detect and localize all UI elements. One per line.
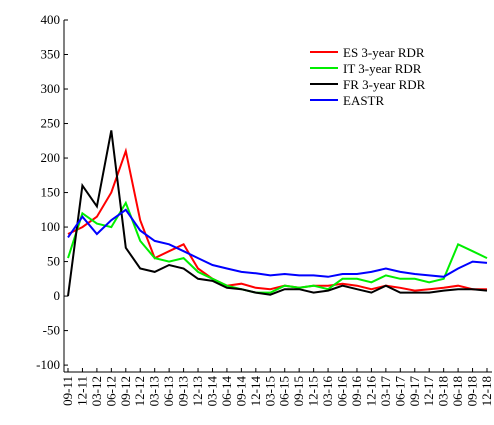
x-tick-label: 12-11 [74,376,89,406]
x-tick-label: 12-17 [421,376,436,407]
legend-label: IT 3-year RDR [343,61,422,76]
x-tick-label: 09-13 [176,376,191,406]
line-series [67,200,488,294]
line-series [67,208,488,278]
x-tick-label: 06-13 [161,376,176,406]
x-tick-label: 12-12 [132,376,147,406]
x-tick-label: 09-14 [233,376,248,407]
x-tick-label: 12-18 [479,376,494,406]
x-tick-label: 12-13 [190,376,205,406]
y-tick-label: -100 [36,357,60,372]
legend-label: FR 3-year RDR [343,77,426,92]
line-series [67,130,488,297]
line-series [67,147,487,292]
x-tick-label: 12-16 [363,376,378,407]
x-tick-label: 06-14 [219,376,234,407]
legend-label: EASTR [343,93,385,108]
x-tick-label: 03-14 [204,376,219,407]
x-tick-label: 03-17 [378,376,393,407]
x-tick-label: 06-18 [450,376,465,406]
x-tick-label: 03-18 [436,376,451,406]
y-tick-label: 0 [54,288,61,303]
y-tick-label: 100 [41,219,61,234]
y-tick-label: 150 [41,185,61,200]
y-tick-label: 300 [41,81,61,96]
x-tick-label: 03-12 [89,376,104,406]
y-tick-label: 50 [47,254,60,269]
x-tick-label: 03-16 [320,376,335,407]
x-tick-label: 12-15 [306,376,321,406]
y-tick-label: 350 [41,47,61,62]
y-tick-label: 200 [41,150,61,165]
x-tick-label: 09-15 [291,376,306,406]
legend-label: ES 3-year RDR [343,45,425,60]
x-tick-label: 06-15 [277,376,292,406]
x-tick-label: 06-12 [103,376,118,406]
x-tick-label: 09-16 [349,376,364,407]
x-tick-label: 06-16 [335,376,350,407]
x-tick-label: 03-15 [262,376,277,406]
x-tick-label: 09-18 [465,376,480,406]
y-tick-label: -50 [43,323,60,338]
x-tick-label: 12-14 [248,376,263,407]
y-tick-label: 400 [41,12,61,27]
x-tick-label: 09-17 [407,376,422,407]
x-tick-label: 09-12 [118,376,133,406]
x-tick-label: 09-11 [60,376,75,406]
y-tick-label: 250 [41,116,61,131]
x-tick-label: 06-17 [392,376,407,407]
x-tick-label: 03-13 [147,376,162,406]
